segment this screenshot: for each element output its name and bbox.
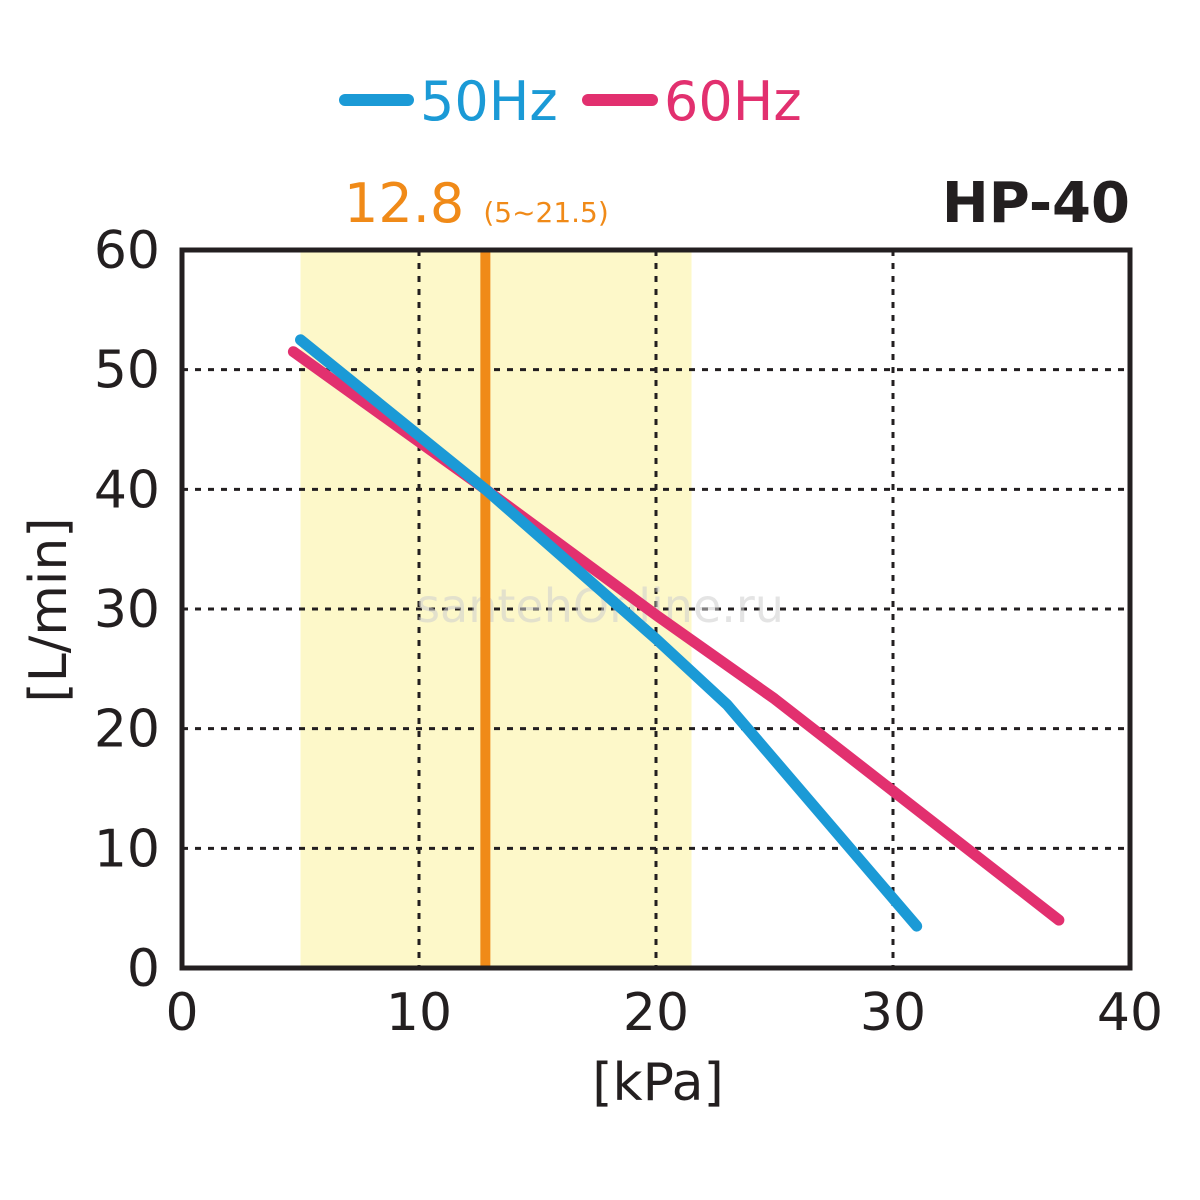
operating-point-label-group: 12.8 (5~21.5) [344, 172, 609, 235]
x-tick-label: 30 [860, 983, 926, 1043]
y-tick-labels: 0 10 20 30 40 50 60 [94, 221, 160, 999]
y-tick-label: 0 [127, 939, 160, 999]
x-tick-label: 40 [1097, 983, 1163, 1043]
legend-label-50hz: 50Hz [420, 70, 558, 133]
chart-title: HP-40 [942, 171, 1130, 236]
x-tick-label: 10 [386, 983, 452, 1043]
x-axis-title: [kPa] [592, 1053, 724, 1113]
x-tick-label: 0 [165, 983, 198, 1043]
y-tick-label: 40 [94, 460, 160, 520]
y-tick-label: 60 [94, 221, 160, 281]
legend-label-60hz: 60Hz [664, 70, 802, 133]
operating-range-label: (5~21.5) [483, 196, 608, 229]
legend: 50Hz 60Hz [339, 70, 802, 133]
operating-point-value: 12.8 [344, 172, 464, 235]
plot-frame [179, 247, 1133, 971]
y-tick-label: 10 [94, 819, 160, 879]
x-tick-labels: 0 10 20 30 40 [165, 983, 1163, 1043]
y-tick-label: 20 [94, 700, 160, 760]
series-group [287, 334, 1065, 932]
y-axis-title: [L/min] [19, 517, 79, 702]
x-tick-label: 20 [623, 983, 689, 1043]
y-tick-label: 30 [94, 580, 160, 640]
series-line-50hz [295, 334, 923, 932]
grid [182, 250, 1130, 968]
y-tick-label: 50 [94, 341, 160, 401]
